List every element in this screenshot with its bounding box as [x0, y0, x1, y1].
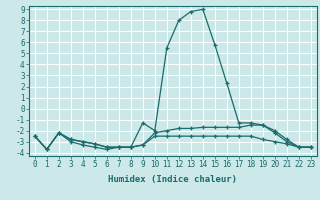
X-axis label: Humidex (Indice chaleur): Humidex (Indice chaleur) [108, 175, 237, 184]
